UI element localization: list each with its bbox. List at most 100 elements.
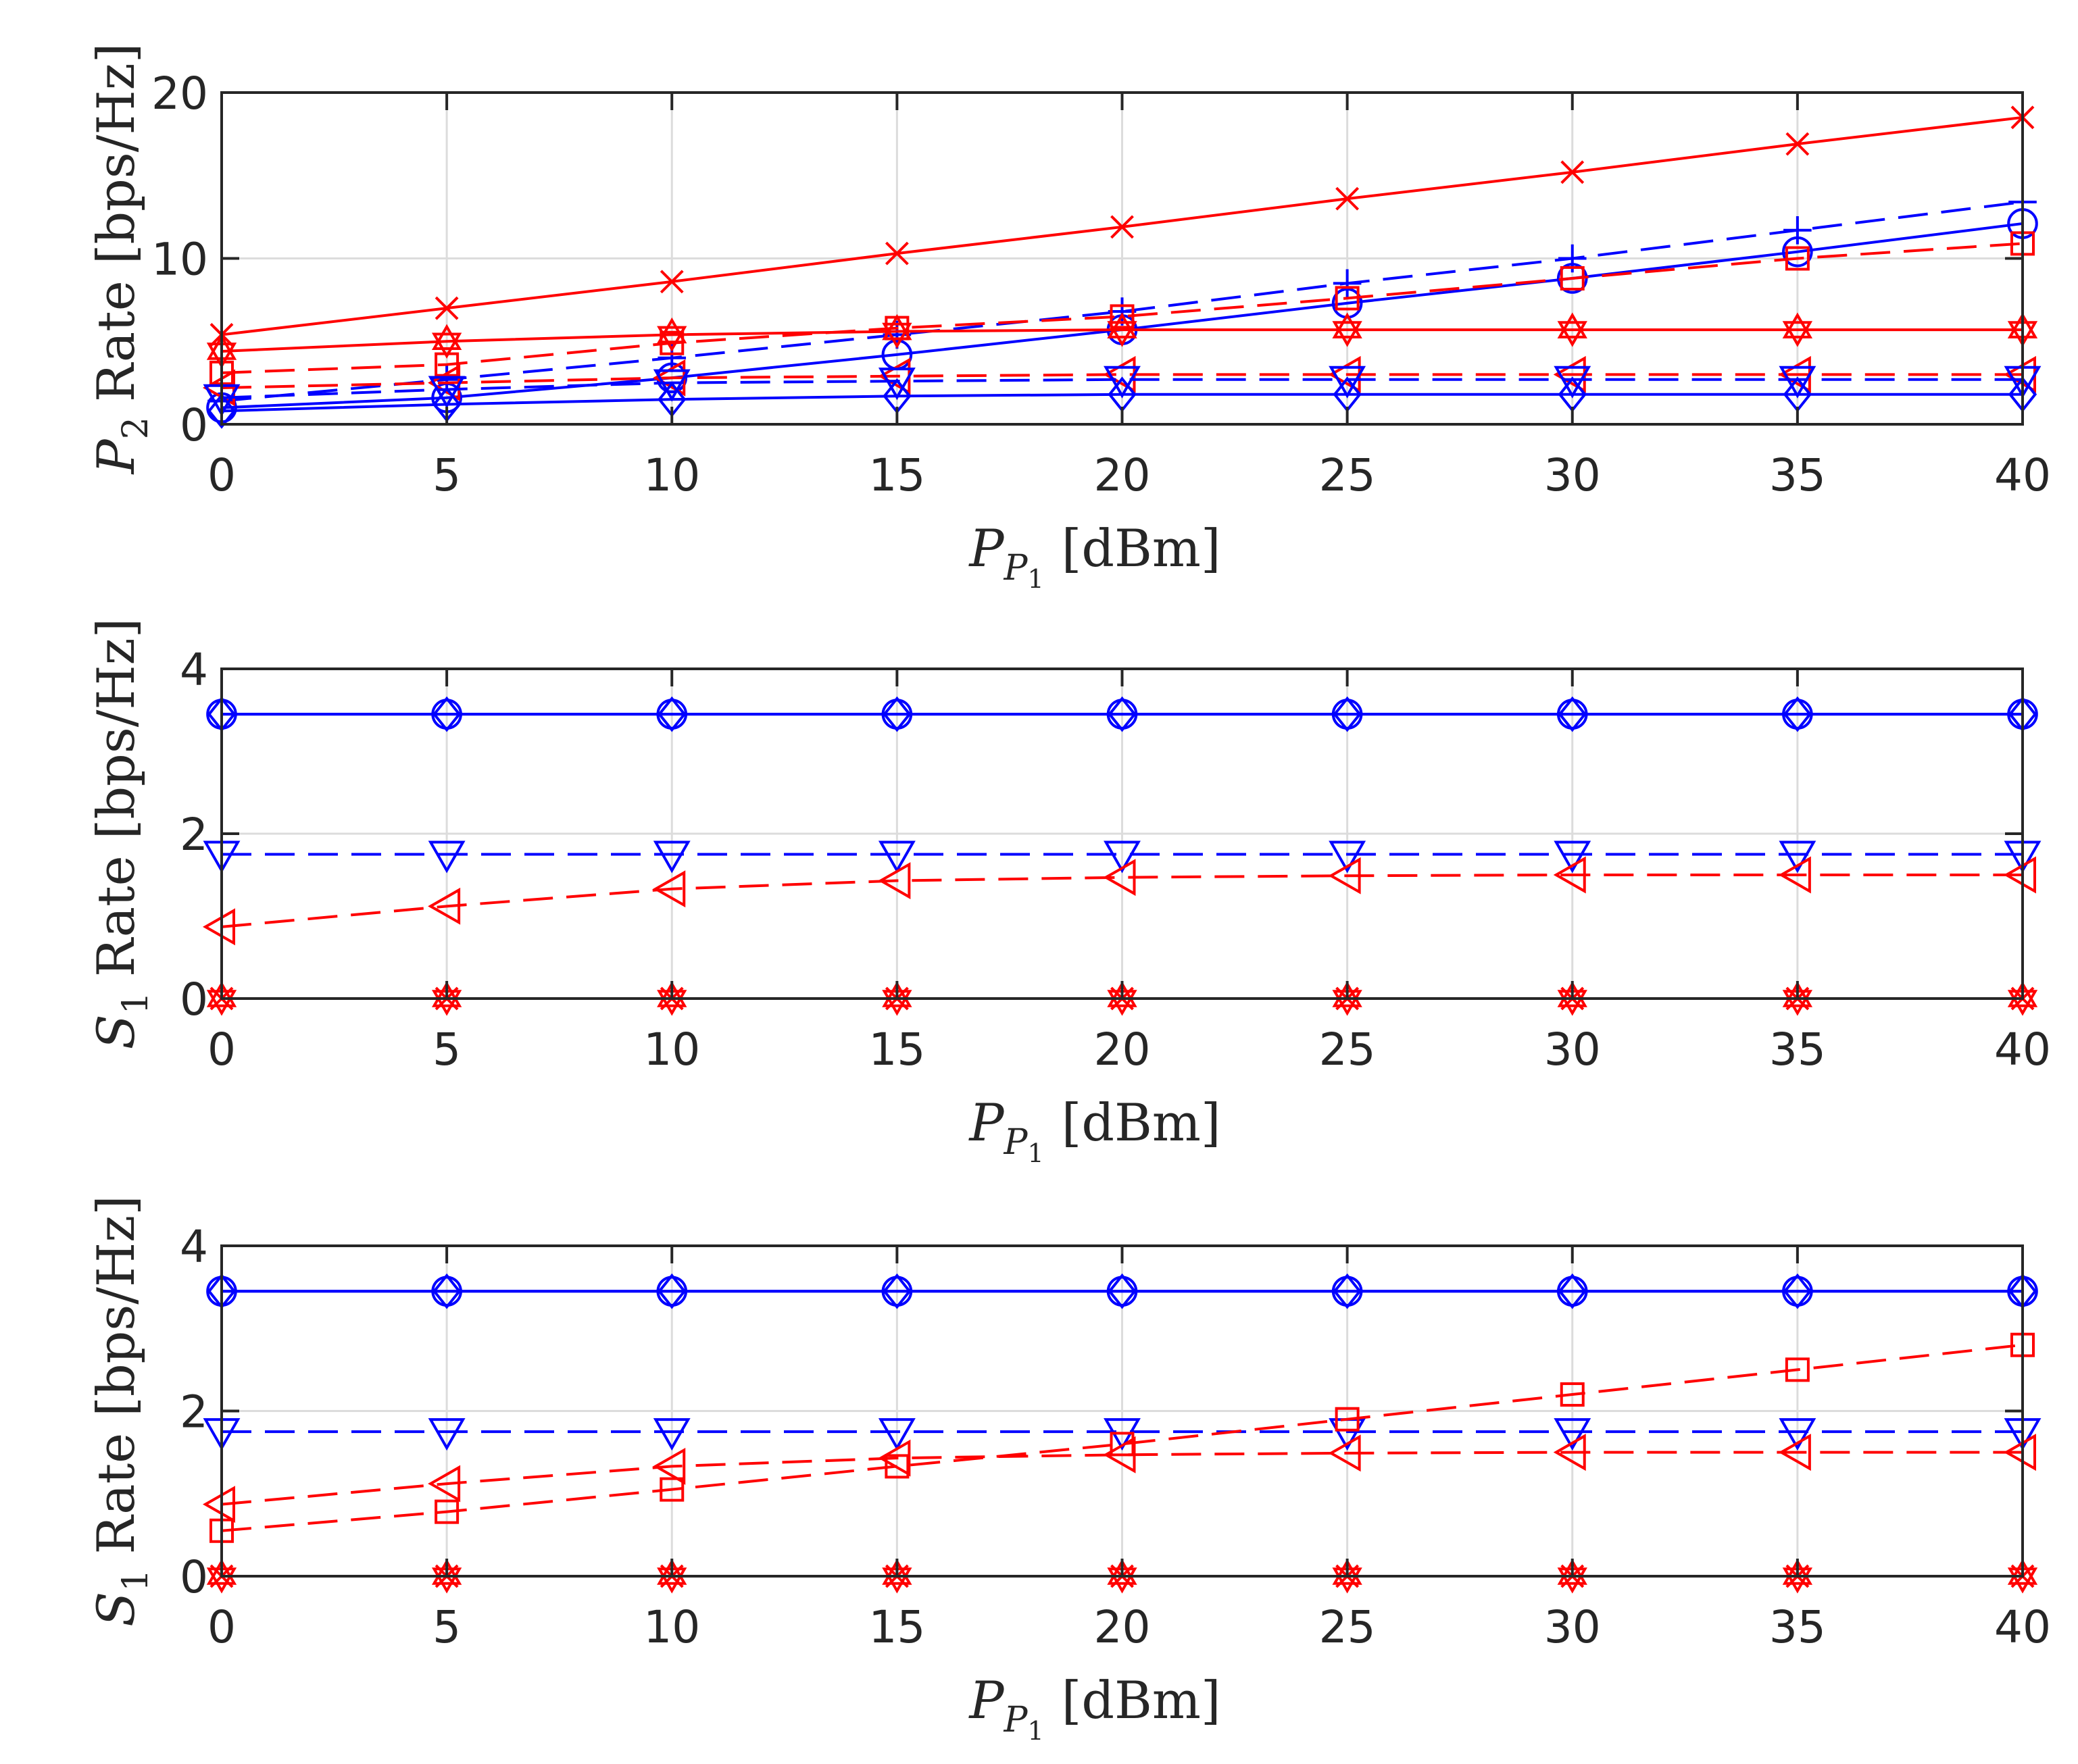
x-label-unit: [dBm] [1062, 1092, 1221, 1153]
x-label-sub: P [1004, 1700, 1029, 1740]
triangle-down-marker [1329, 840, 1366, 874]
hexagram-marker-up [1107, 312, 1137, 338]
x-label-var: P [968, 518, 1005, 578]
hexagram-marker-up [882, 1559, 912, 1585]
y-label-var: S [86, 1014, 146, 1049]
square-marker [1110, 304, 1135, 329]
x-marker [1335, 186, 1360, 211]
x-tick-label: 25 [1319, 449, 1376, 501]
hexagram-marker-up [431, 981, 462, 1007]
y-tick-label: 4 [180, 1221, 208, 1273]
x-tick-label: 30 [1544, 1024, 1601, 1076]
y-label-text: Rate [bps/Hz] [86, 1195, 146, 1554]
x-marker [1110, 215, 1134, 239]
square-marker [1785, 246, 1810, 271]
x-tick-label: 0 [207, 449, 236, 501]
x-tick-label: 10 [643, 1601, 700, 1653]
hexagram-marker-down [657, 326, 687, 353]
triangle-down-marker [428, 840, 466, 874]
x-tick-label: 5 [432, 1024, 461, 1076]
hexagram-marker-up [882, 313, 912, 341]
x-tick-label: 35 [1769, 449, 1826, 501]
hexagram-marker-up [657, 981, 687, 1007]
triangle-left-marker [2003, 856, 2036, 894]
x-label-subsub: 1 [1028, 1138, 1044, 1168]
diamond-marker [883, 696, 912, 732]
triangle-down-marker [1779, 1418, 1816, 1451]
hexagram-marker-up [2007, 981, 2038, 1007]
series-triangle-left [202, 1434, 2036, 1523]
y-tick-label: 10 [151, 234, 208, 286]
square-marker [1785, 1357, 1810, 1382]
hexagram-marker-down [1782, 321, 1813, 347]
hexagram-marker-up [206, 1559, 237, 1585]
square-marker [660, 1477, 685, 1502]
ticks: 0 5 10 15 20 25 30 35 40 0 10 20 [151, 68, 2051, 501]
y-label-var: P [86, 438, 146, 475]
square-marker [885, 1454, 910, 1479]
hexagram-marker-up [1782, 1559, 1813, 1585]
series-triangle-down [203, 366, 2042, 417]
y-tick-label: 4 [180, 644, 208, 696]
x-tick-label: 35 [1769, 1024, 1826, 1076]
y-label-sub: 1 [116, 1569, 156, 1592]
triangle-down-marker [1329, 366, 1366, 399]
x-tick-label: 30 [1544, 1601, 1601, 1653]
hexagram-marker-up [1332, 981, 1362, 1007]
hexagram-marker-up [1557, 1559, 1587, 1585]
y-label-sub: 1 [116, 992, 156, 1014]
triangle-left-marker [202, 1486, 235, 1523]
x-marker [435, 296, 459, 320]
x-tick-label: 0 [207, 1024, 236, 1076]
series-line [221, 393, 2023, 413]
diamond-marker [1783, 1273, 1812, 1309]
triangle-left-marker [653, 1447, 686, 1485]
ticks: 0 5 10 15 20 25 30 35 40 0 2 4 [180, 644, 2051, 1076]
x-label-unit: [dBm] [1062, 518, 1221, 578]
x-tick-label: 10 [643, 449, 700, 501]
x-tick-label: 25 [1319, 1601, 1376, 1653]
triangle-left-marker [1103, 859, 1136, 897]
x-tick-label: 40 [1994, 1024, 2051, 1076]
triangle-left-marker [653, 870, 686, 908]
x-axis-label: PP1 [dBm] [968, 1670, 1220, 1746]
x-axis-label: PP1 [dBm] [968, 518, 1220, 594]
triangle-down-marker [1104, 366, 1141, 399]
triangle-down-marker [878, 840, 916, 874]
series-triangle-down [203, 840, 2042, 874]
square-marker [1560, 1382, 1585, 1407]
series-hexagram [206, 312, 2038, 369]
triangle-left-marker [428, 1465, 461, 1503]
x-tick-label: 15 [868, 1601, 925, 1653]
x-marker [885, 241, 909, 266]
y-label-text: Rate [bps/Hz] [86, 618, 146, 977]
triangle-left-marker [202, 908, 235, 946]
x-tick-label: 40 [1994, 449, 2051, 501]
x-tick-label: 15 [868, 1024, 925, 1076]
x-tick-label: 35 [1769, 1601, 1826, 1653]
hexagram-marker-up [1782, 981, 1813, 1007]
diamond-marker [1558, 1273, 1587, 1309]
triangle-down-marker [1554, 1418, 1591, 1451]
x-tick-label: 15 [868, 449, 925, 501]
diamond-marker [1108, 1273, 1137, 1309]
triangle-down-marker [1554, 840, 1591, 874]
x-tick-label: 30 [1544, 449, 1601, 501]
y-label-var: S [86, 1592, 146, 1627]
y-tick-label: 2 [180, 1386, 208, 1438]
triangle-left-marker [428, 887, 461, 925]
x-tick-label: 10 [643, 1024, 700, 1076]
x-tick-label: 5 [432, 1601, 461, 1653]
triangle-down-marker [653, 369, 691, 402]
y-tick-label: 20 [151, 68, 208, 120]
x-tick-label: 20 [1094, 1601, 1151, 1653]
hexagram-marker-up [1332, 1559, 1362, 1585]
plus-marker [1783, 216, 1812, 245]
triangle-left-marker [2003, 1434, 2036, 1471]
x-marker [1785, 132, 1810, 156]
series-triangle-left [202, 856, 2036, 946]
diamond-marker [1333, 1273, 1362, 1309]
y-tick-label: 0 [180, 974, 208, 1026]
